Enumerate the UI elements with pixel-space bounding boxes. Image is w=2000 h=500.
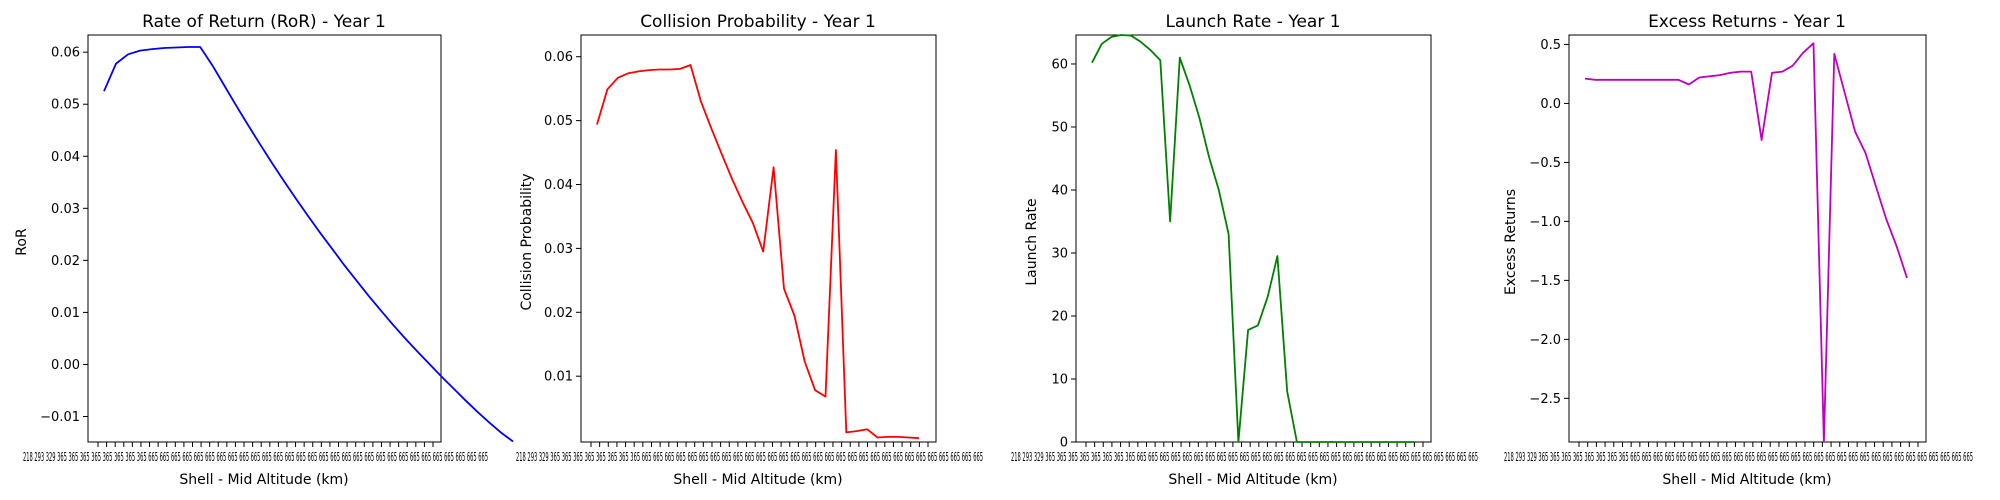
y-tick-label: 60 xyxy=(1051,57,1068,72)
series-line xyxy=(596,64,920,440)
y-tick-label: 0.0 xyxy=(1540,97,1561,112)
chart-title: Launch Rate - Year 1 xyxy=(1165,12,1340,32)
y-axis-label: RoR xyxy=(14,228,30,256)
y-tick-label: 0.06 xyxy=(544,50,573,65)
y-tick-label: 0.04 xyxy=(544,178,573,193)
series-line xyxy=(103,46,514,443)
chart-title: Excess Returns - Year 1 xyxy=(1648,12,1846,32)
y-tick-label: 0.02 xyxy=(544,306,573,321)
x-tick-labels: 218 293 329 365 365 365 365 365 365 365 … xyxy=(23,449,488,464)
y-tick-label: −0.5 xyxy=(1529,156,1561,171)
series-line xyxy=(1091,34,1414,443)
y-tick-label: 40 xyxy=(1051,183,1068,198)
axes-frame xyxy=(580,34,937,443)
y-axis-label: Collision Probability xyxy=(519,173,535,310)
y-axis-label: Excess Returns xyxy=(1503,189,1519,295)
x-tick-labels: 218 293 329 365 365 365 365 365 365 365 … xyxy=(1504,449,1973,464)
y-tick-label: 0.02 xyxy=(51,254,80,269)
y-tick-label: −1.0 xyxy=(1529,215,1561,230)
axes-frame xyxy=(1568,34,1927,443)
x-axis-label: Shell - Mid Altitude (km) xyxy=(179,472,348,488)
y-tick-label: 0.01 xyxy=(51,306,80,321)
y-tick-label: 0.04 xyxy=(51,150,80,165)
chart-title: Collision Probability - Year 1 xyxy=(640,12,876,32)
y-tick-label: 0 xyxy=(1060,436,1068,451)
panel-collision-probability: Collision Probability - Year 1 0.010.020… xyxy=(516,12,983,488)
y-tick-label: 0.01 xyxy=(544,370,573,385)
y-tick-label: 0.03 xyxy=(51,202,80,217)
y-tick-label: 0.03 xyxy=(544,242,573,257)
y-tick-label: −0.01 xyxy=(40,410,80,425)
y-tick-label: 0.05 xyxy=(51,98,80,113)
panel-launch-rate: Launch Rate - Year 1 0 10 20 30 40 50 60 218 29… xyxy=(1011,12,1478,488)
y-tick-label: 10 xyxy=(1051,372,1068,387)
plot-area-collision-probability: 0.01 0.02 0.03 0.04 0.05 0.06 218 293 329 365 … xyxy=(516,34,983,464)
axes-frame xyxy=(1075,34,1432,443)
y-axis-label: Launch Rate xyxy=(1024,198,1040,285)
x-axis-label: Shell - Mid Altitude (km) xyxy=(1168,472,1337,488)
y-tick-label: 50 xyxy=(1051,120,1068,135)
y-tick-label: −2.5 xyxy=(1529,392,1561,407)
plot-area-ror: −0.01 0.00 0.01 0.02 0.03 0.04 0.05 0.06 218 293… xyxy=(23,34,514,464)
series-line xyxy=(1584,42,1908,443)
y-tick-label: −1.5 xyxy=(1529,274,1561,289)
y-tick-label: 30 xyxy=(1051,246,1068,261)
y-tick-label: 0.5 xyxy=(1540,38,1561,53)
x-axis-label: Shell - Mid Altitude (km) xyxy=(1662,472,1831,488)
panel-excess-returns: Excess Returns - Year 1 −2.5 −2.0 −1.5 −1.0… xyxy=(1503,12,1973,488)
y-tick-label: 0.05 xyxy=(544,114,573,129)
plot-area-launch-rate: 0 10 20 30 40 50 60 218 293 329 365 365 365 365… xyxy=(1011,34,1478,464)
y-tick-label: 20 xyxy=(1051,309,1068,324)
axes-frame xyxy=(87,34,442,443)
y-tick-label: 0.06 xyxy=(51,46,80,61)
y-tick-label: −2.0 xyxy=(1529,333,1561,348)
x-tick-labels: 218 293 329 365 365 365 365 365 365 365 … xyxy=(516,449,983,464)
panel-ror: Rate of Return (RoR) - Year 1 −0.01 0.00 0… xyxy=(14,12,514,488)
plot-area-excess-returns: −2.5 −2.0 −1.5 −1.0 −0.5 0.0 0.5 218 293 329 36… xyxy=(1504,34,1973,464)
x-axis-label: Shell - Mid Altitude (km) xyxy=(673,472,842,488)
x-tick-labels: 218 293 329 365 365 365 365 365 365 365 … xyxy=(1011,449,1478,464)
y-tick-label: 0.00 xyxy=(51,358,80,373)
chart-title: Rate of Return (RoR) - Year 1 xyxy=(142,12,386,32)
